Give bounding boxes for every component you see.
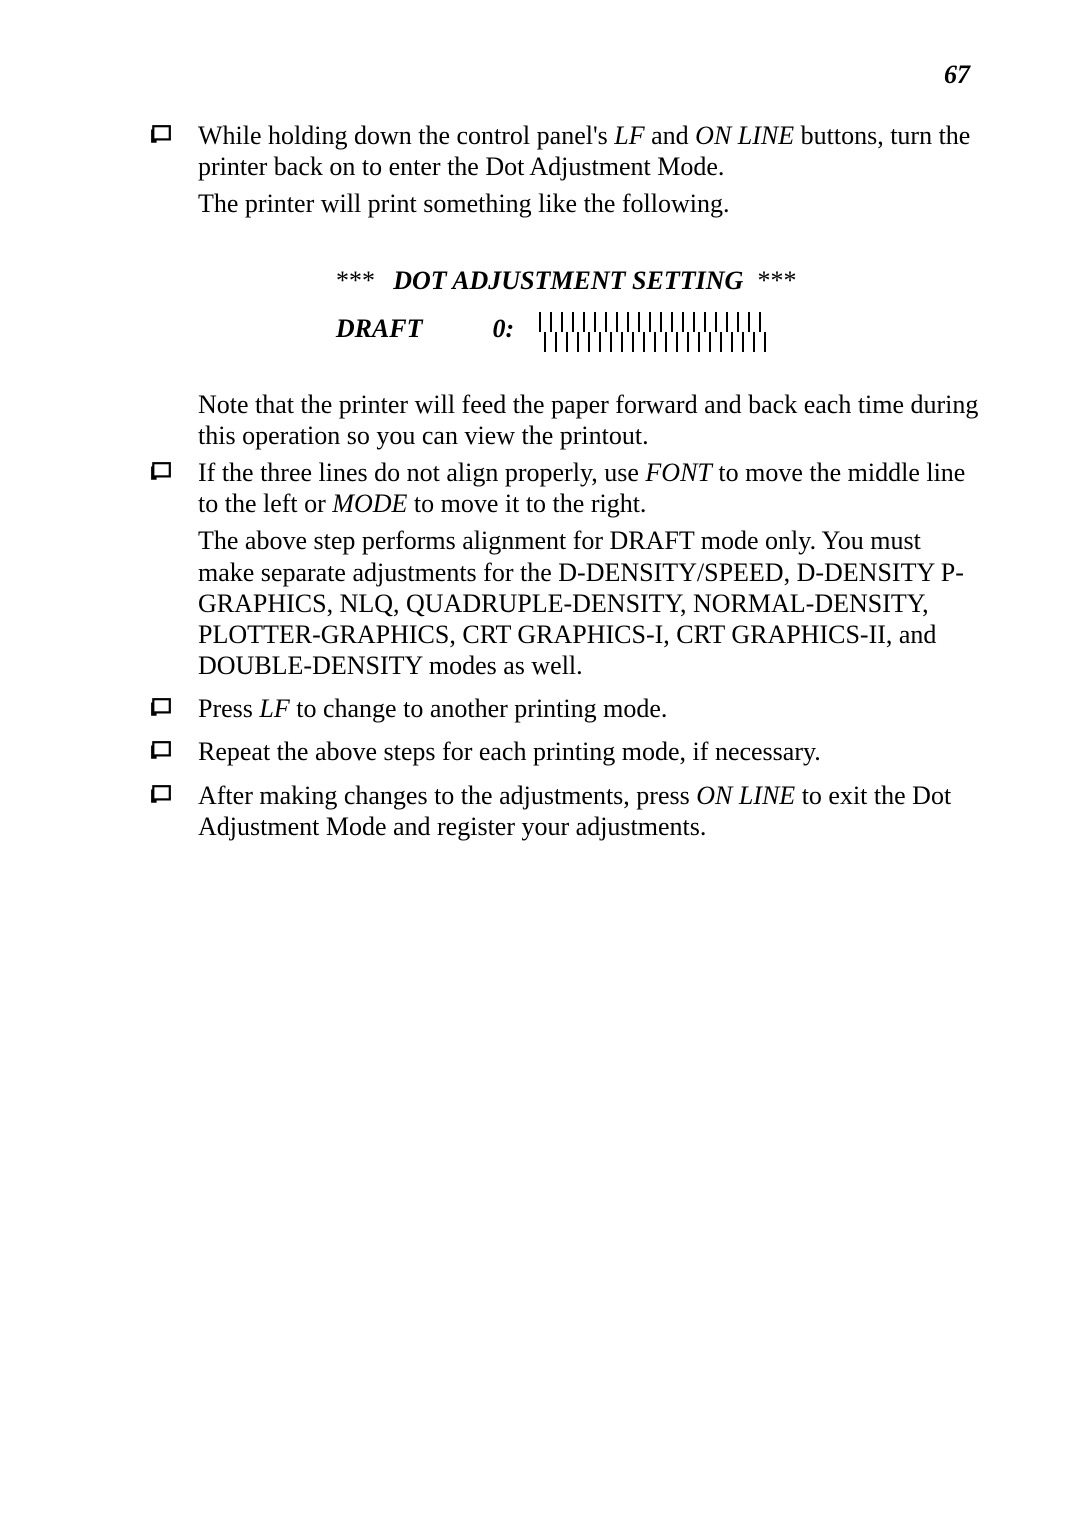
stars-left: *** [335, 266, 374, 295]
item-body: After making changes to the adjustments,… [198, 780, 980, 848]
item-text: While holding down the control panel's L… [198, 120, 980, 182]
text-run: and [645, 121, 696, 150]
bullet-icon [150, 780, 198, 848]
follow-paragraph: The printer will print something like th… [198, 188, 980, 219]
item-text: Repeat the above steps for each printing… [198, 736, 980, 767]
bullet-icon [150, 736, 198, 773]
item-body: While holding down the control panel's L… [198, 120, 980, 226]
item-body: If the three lines do not align properly… [198, 457, 980, 687]
pre-diagram-items: While holding down the control panel's L… [150, 120, 980, 226]
follow-paragraph: The above step performs alignment for DR… [198, 525, 980, 681]
text-run: ON LINE [696, 781, 795, 810]
text-run: to move it to the right. [407, 489, 646, 518]
bullet-icon [150, 457, 198, 687]
text-run: While holding down the control panel's [198, 121, 614, 150]
bullet-icon [150, 693, 198, 730]
diagram-block: *** DOT ADJUSTMENT SETTING *** DRAFT 0: [150, 266, 980, 359]
item-body: Repeat the above steps for each printing… [198, 736, 980, 773]
page-number: 67 [944, 60, 970, 90]
text-run: LF [259, 694, 289, 723]
text-run: Note that the printer will feed the pape… [198, 390, 978, 450]
content: While holding down the control panel's L… [150, 120, 980, 848]
text-run: FONT [645, 458, 711, 487]
item-text: After making changes to the adjustments,… [198, 780, 980, 842]
text-run: The above step performs alignment for DR… [198, 526, 964, 680]
list-item: Press LF to change to another printing m… [150, 693, 980, 730]
text-run: The printer will print something like th… [198, 189, 729, 218]
text-run: to change to another printing mode. [290, 694, 668, 723]
text-run: Press [198, 694, 259, 723]
alignment-bars [534, 310, 794, 359]
text-run: Repeat the above steps for each printing… [198, 737, 821, 766]
post-diagram-items: If the three lines do not align properly… [150, 457, 980, 848]
text-run: ON LINE [695, 121, 794, 150]
diagram-title: DOT ADJUSTMENT SETTING [393, 266, 743, 295]
page: 67 While holding down the control panel'… [0, 0, 1080, 1529]
stars-right: *** [756, 266, 795, 295]
text-run: If the three lines do not align properly… [198, 458, 645, 487]
bullet-icon [150, 120, 198, 226]
text-run: LF [614, 121, 644, 150]
draft-value: 0: [493, 310, 515, 344]
list-item: Repeat the above steps for each printing… [150, 736, 980, 773]
item-text: If the three lines do not align properly… [198, 457, 980, 519]
list-item: After making changes to the adjustments,… [150, 780, 980, 848]
draft-label: DRAFT [336, 310, 423, 344]
list-item: If the three lines do not align properly… [150, 457, 980, 687]
draft-row: DRAFT 0: [150, 310, 980, 359]
list-item: While holding down the control panel's L… [150, 120, 980, 226]
note-paragraph: Note that the printer will feed the pape… [198, 389, 980, 451]
item-body: Press LF to change to another printing m… [198, 693, 980, 730]
text-run: After making changes to the adjustments,… [198, 781, 696, 810]
text-run: MODE [332, 489, 407, 518]
diagram-heading: *** DOT ADJUSTMENT SETTING *** [150, 266, 980, 296]
item-text: Press LF to change to another printing m… [198, 693, 980, 724]
